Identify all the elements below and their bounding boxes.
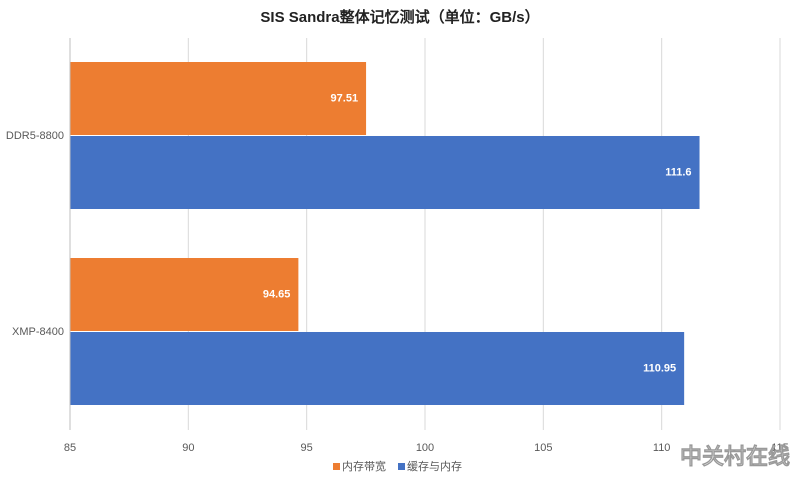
x-tick-label: 85 [64,442,76,454]
bar [70,62,367,135]
data-label: 94.65 [263,288,291,300]
x-tick-label: 110 [653,442,671,454]
bar [70,136,700,209]
legend-label: 缓存与内存 [407,459,462,473]
legend-swatch [333,463,340,470]
y-tick-label: XMP-8400 [12,326,64,338]
bar [70,258,299,331]
legend-label: 内存带宽 [342,459,386,473]
watermark: 中关村在线 [680,444,790,469]
data-label: 111.6 [665,166,691,178]
x-tick-label: 115 [771,442,789,454]
x-tick-label: 105 [534,442,552,454]
chart-title: SIS Sandra整体记忆测试（单位：GB/s） [260,8,539,26]
legend-swatch [398,463,405,470]
x-tick-label: 95 [301,442,313,454]
data-label: 97.51 [331,92,359,104]
x-tick-label: 100 [416,442,434,454]
x-tick-label: 90 [182,442,194,454]
data-label: 110.95 [643,362,676,374]
bar [70,332,685,405]
y-tick-label: DDR5-8800 [6,130,64,142]
